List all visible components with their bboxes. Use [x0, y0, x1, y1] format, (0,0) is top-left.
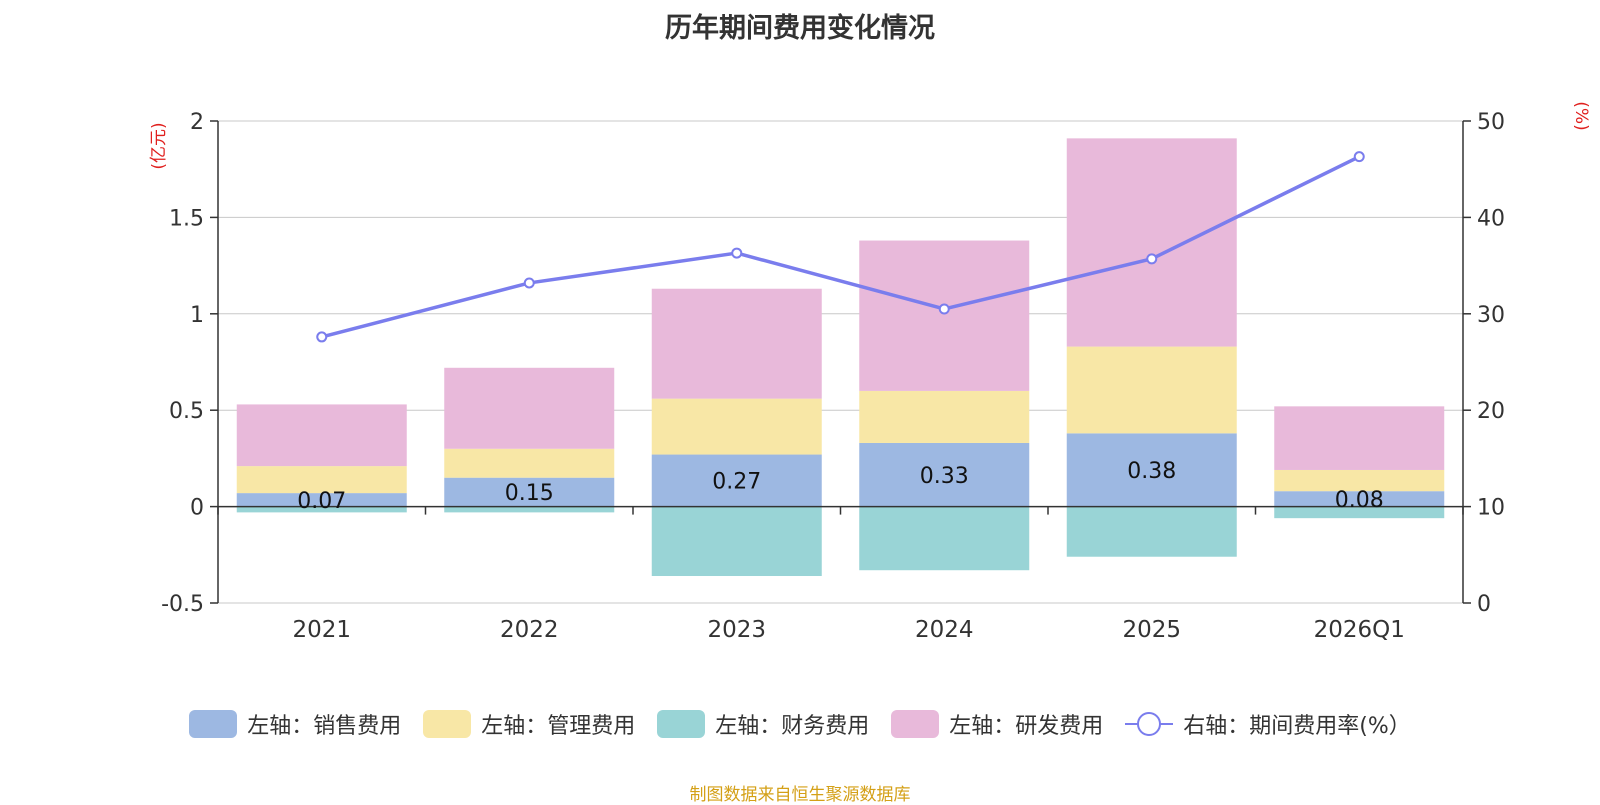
left-tick-label-3: 1	[190, 303, 204, 328]
left-tick-label-4: 1.5	[169, 206, 204, 231]
right-tick-label-5: 50	[1477, 110, 1505, 135]
expense-rate-point-2026Q1	[1353, 151, 1365, 163]
left-tick-label-0: -0.5	[161, 592, 204, 617]
legend-item-expense-rate[interactable]: 右轴：期间费用率(%）	[1125, 708, 1411, 740]
expense-rate-line	[321, 155, 1361, 339]
data-label-sales-2023: 0.27	[712, 470, 761, 495]
bar-0-2026Q1	[1274, 491, 1445, 507]
legend-label-expense-rate: 右轴：期间费用率(%）	[1183, 714, 1411, 739]
legend-swatch-rd	[891, 710, 940, 738]
legend-label-sales: 左轴：销售费用	[247, 714, 402, 739]
bar-1-2026Q1	[1274, 469, 1445, 492]
left-tick-label-2: 0.5	[169, 399, 204, 424]
bar-2-2021	[236, 506, 407, 513]
expense-rate-point-2023	[731, 247, 743, 259]
right-tick-label-4: 40	[1477, 206, 1505, 231]
right-tick-label-1: 10	[1477, 496, 1505, 521]
legend-swatch-sales	[189, 710, 238, 738]
x-tick-label-2025: 2025	[1122, 617, 1181, 643]
expense-rate-point-2024	[938, 303, 950, 315]
data-label-sales-2022: 0.15	[505, 481, 554, 506]
bar-1-2022	[444, 448, 615, 478]
legend-label-admin: 左轴：管理费用	[481, 714, 636, 739]
legend-label-rd: 左轴：研发费用	[949, 714, 1104, 739]
source-note: 制图数据来自恒生聚源数据库	[689, 785, 911, 805]
x-tick-label-2021: 2021	[292, 617, 351, 643]
legend-swatch-admin	[423, 710, 472, 738]
x-tick-label-2023: 2023	[707, 617, 766, 643]
bar-3-2024	[859, 240, 1030, 391]
right-axis-label: (%)	[1571, 101, 1591, 130]
legend-swatch-finance	[657, 710, 706, 738]
right-tick-label-2: 20	[1477, 399, 1505, 424]
left-tick-label-5: 2	[190, 110, 204, 135]
right-tick-label-0: 0	[1477, 592, 1491, 617]
bar-2-2026Q1	[1274, 506, 1445, 519]
expense-rate-point-2021	[316, 331, 328, 343]
expense-rate-point-2022	[523, 277, 535, 289]
bar-2-2022	[444, 506, 615, 513]
bar-3-2021	[236, 404, 407, 467]
bar-1-2025	[1066, 346, 1237, 434]
bar-3-2023	[651, 288, 822, 399]
legend-item-sales[interactable]: 左轴：销售费用	[189, 708, 401, 740]
left-axis-label: (亿元)	[149, 122, 169, 169]
right-tick-label-3: 30	[1477, 303, 1505, 328]
legend-item-admin[interactable]: 左轴：管理费用	[423, 708, 635, 740]
bar-2-2024	[859, 506, 1030, 571]
bar-1-2024	[859, 390, 1030, 443]
bar-0-2025	[1066, 433, 1237, 507]
bar-0-2021	[236, 493, 407, 507]
x-tick-label-2022: 2022	[500, 617, 559, 643]
chart-canvas: -0.5 0 0.5 1 1.5 2 (亿元) 0 10 20 30 40 50 (%) 2021 2022 2…	[149, 101, 1591, 643]
data-label-sales-2024: 0.33	[920, 464, 969, 489]
data-label-sales-2025: 0.38	[1127, 459, 1176, 484]
bar-1-2021	[236, 466, 407, 494]
data-label-sales-2021: 0.07	[297, 489, 346, 514]
bar-1-2023	[651, 398, 822, 455]
bar-2-2023	[651, 506, 822, 577]
legend: 左轴：销售费用 左轴：管理费用 左轴：财务费用 左轴：研发费用 右轴：期间费用率…	[0, 708, 1600, 740]
left-tick-label-1: 0	[190, 496, 204, 521]
bar-2-2025	[1066, 506, 1237, 557]
legend-swatch-expense-rate	[1125, 710, 1174, 738]
bar-3-2026Q1	[1274, 406, 1445, 470]
bar-0-2022	[444, 477, 615, 507]
bar-0-2024	[859, 442, 1030, 507]
legend-item-rd[interactable]: 左轴：研发费用	[891, 708, 1103, 740]
legend-label-finance: 左轴：财务费用	[715, 714, 870, 739]
bar-3-2022	[444, 367, 615, 449]
bar-3-2025	[1066, 138, 1237, 347]
legend-item-finance[interactable]: 左轴：财务费用	[657, 708, 869, 740]
bar-0-2023	[651, 454, 822, 507]
chart-title: 历年期间费用变化情况	[665, 13, 935, 44]
x-tick-label-2024: 2024	[915, 617, 974, 643]
expense-rate-point-2025	[1146, 253, 1158, 265]
x-tick-label-2026Q1: 2026Q1	[1314, 617, 1405, 643]
data-label-sales-2026Q1: 0.08	[1335, 488, 1384, 513]
